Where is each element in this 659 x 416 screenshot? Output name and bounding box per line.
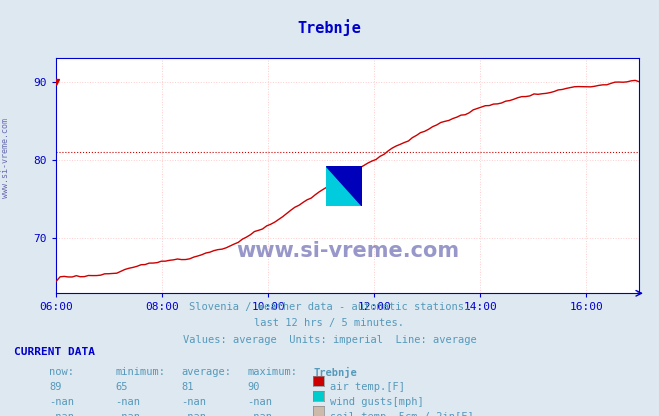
Text: 65: 65 [115, 382, 128, 392]
Text: soil temp. 5cm / 2in[F]: soil temp. 5cm / 2in[F] [330, 412, 474, 416]
Text: Trebnje: Trebnje [313, 367, 357, 379]
Text: Values: average  Units: imperial  Line: average: Values: average Units: imperial Line: av… [183, 335, 476, 345]
Text: now:: now: [49, 367, 74, 377]
Text: maximum:: maximum: [247, 367, 297, 377]
Text: 81: 81 [181, 382, 194, 392]
Text: www.si-vreme.com: www.si-vreme.com [236, 241, 459, 261]
Text: wind gusts[mph]: wind gusts[mph] [330, 397, 424, 407]
Text: CURRENT DATA: CURRENT DATA [14, 347, 96, 357]
Text: -nan: -nan [49, 412, 74, 416]
Text: -nan: -nan [115, 397, 140, 407]
Text: minimum:: minimum: [115, 367, 165, 377]
Text: 89: 89 [49, 382, 62, 392]
Text: -nan: -nan [181, 412, 206, 416]
Text: average:: average: [181, 367, 231, 377]
Polygon shape [326, 166, 362, 206]
Text: 90: 90 [247, 382, 260, 392]
Text: -nan: -nan [247, 412, 272, 416]
Text: air temp.[F]: air temp.[F] [330, 382, 405, 392]
Text: Trebnje: Trebnje [298, 19, 361, 35]
Text: last 12 hrs / 5 minutes.: last 12 hrs / 5 minutes. [254, 318, 405, 328]
Text: Slovenia / weather data - automatic stations.: Slovenia / weather data - automatic stat… [189, 302, 470, 312]
Text: -nan: -nan [49, 397, 74, 407]
Polygon shape [326, 166, 362, 206]
Text: -nan: -nan [181, 397, 206, 407]
Text: -nan: -nan [115, 412, 140, 416]
Text: www.si-vreme.com: www.si-vreme.com [1, 118, 10, 198]
Text: -nan: -nan [247, 397, 272, 407]
